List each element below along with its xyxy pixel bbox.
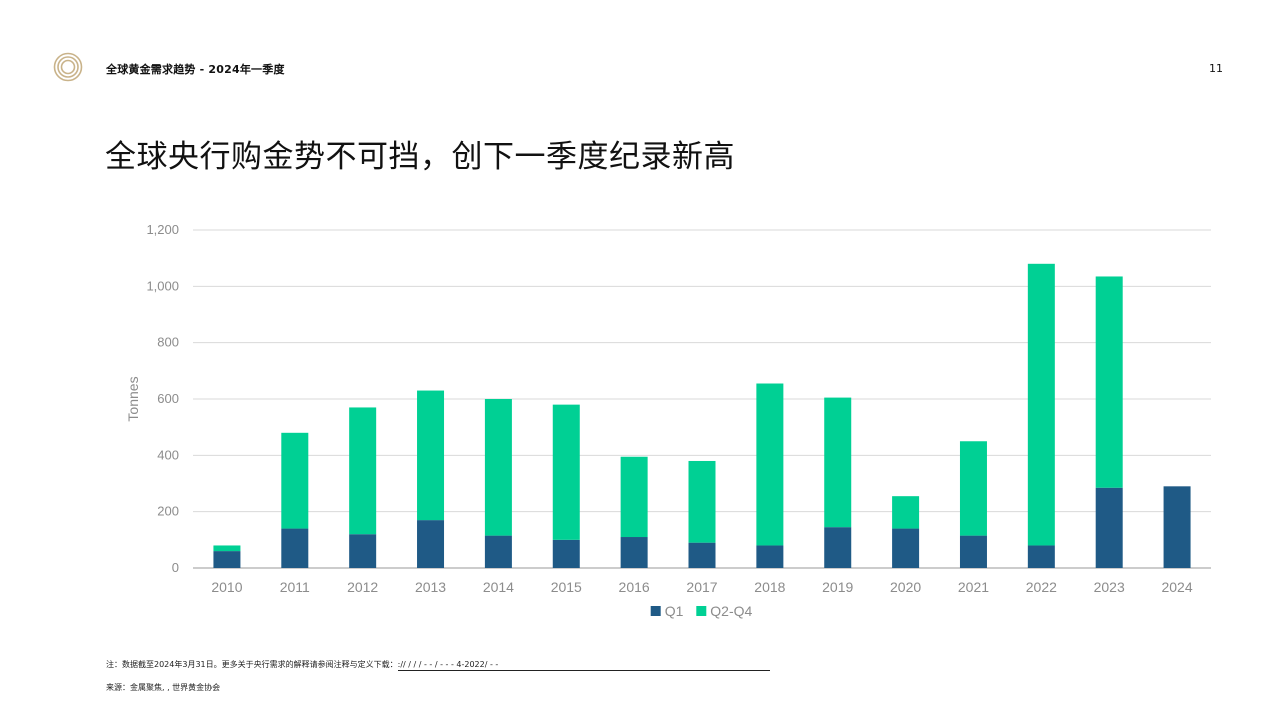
y-tick-label: 200 (157, 504, 179, 519)
bar-q1-2011 (281, 528, 309, 568)
footnote-link[interactable]: :// / / / - - / - - - 4-2022/ - - (397, 660, 770, 671)
x-tick-label: 2018 (754, 579, 785, 595)
bar-q2-q4-2021 (959, 441, 987, 536)
bar-q1-2018 (756, 545, 784, 568)
x-tick-label: 2016 (619, 579, 650, 595)
legend-swatch-q2-q4 (696, 606, 707, 616)
y-axis-label: Tonnes (125, 376, 141, 421)
bar-q2-q4-2011 (281, 432, 309, 529)
bar-q1-2022 (1027, 545, 1055, 568)
bar-q1-2019 (824, 527, 852, 568)
bar-q1-2012 (349, 534, 377, 568)
bar-q2-q4-2017 (688, 460, 716, 543)
bar-q1-2015 (552, 539, 580, 568)
y-tick-label: 1,000 (146, 278, 179, 293)
bar-q1-2024 (1163, 486, 1191, 568)
bar-q2-q4-2014 (484, 399, 512, 536)
legend-label: Q2-Q4 (710, 603, 752, 619)
y-tick-label: 1,200 (146, 222, 179, 237)
legend-label: Q1 (665, 603, 684, 619)
stacked-bar-chart: 0 200 400 600 800 1,000 1,200 Tonnes 2010 2011 201… (125, 222, 1211, 619)
y-tick-label: 800 (157, 335, 179, 350)
y-tick-label: 400 (157, 447, 179, 462)
bar-q2-q4-2013 (417, 390, 445, 521)
x-tick-label: 2023 (1094, 579, 1125, 595)
x-tick-label: 2013 (415, 579, 446, 595)
x-tick-label: 2017 (686, 579, 717, 595)
bar-q2-q4-2023 (1095, 276, 1123, 488)
footnote: 注：数据截至2024年3月31日。更多关于央行需求的解释请参阅注释与定义下载：:… (106, 659, 770, 671)
bar-q1-2016 (620, 537, 648, 568)
x-tick-label: 2022 (1026, 579, 1057, 595)
page-number: 11 (1209, 62, 1223, 75)
bar-q1-2023 (1095, 487, 1123, 568)
concentric-rings-logo-icon (53, 52, 83, 82)
bar-q2-q4-2010 (213, 545, 241, 552)
x-tick-label: 2010 (211, 579, 242, 595)
x-tick-label: 2011 (280, 579, 310, 595)
bar-q1-2014 (484, 535, 512, 568)
legend-swatch-q1 (650, 606, 661, 616)
bar-q1-2021 (959, 535, 987, 568)
bar-q2-q4-2020 (892, 496, 920, 529)
y-tick-label: 600 (157, 391, 179, 406)
x-tick-label: 2021 (958, 579, 989, 595)
page-title: 全球央行购金势不可挡，创下一季度纪录新高 (105, 139, 735, 175)
x-tick-label: 2015 (551, 579, 582, 595)
bar-q2-q4-2018 (756, 383, 784, 546)
x-tick-label: 2019 (822, 579, 853, 595)
bar-q2-q4-2019 (824, 397, 852, 528)
bar-q2-q4-2015 (552, 404, 580, 540)
bar-q2-q4-2022 (1027, 263, 1055, 546)
x-tick-label: 2014 (483, 579, 514, 595)
bar-q1-2013 (417, 520, 445, 568)
report-title: 全球黄金需求趋势 - 2024年一季度 (106, 63, 285, 76)
bar-q1-2010 (213, 551, 241, 568)
x-tick-label: 2020 (890, 579, 921, 595)
x-tick-label: 2024 (1161, 579, 1192, 595)
bar-q2-q4-2012 (349, 407, 377, 535)
footnote-text: 注：数据截至2024年3月31日。更多关于央行需求的解释请参阅注释与定义下载： (106, 660, 398, 669)
bar-q2-q4-2016 (620, 456, 648, 538)
y-tick-label: 0 (172, 560, 179, 575)
bar-q1-2020 (892, 528, 920, 568)
x-tick-label: 2012 (347, 579, 378, 595)
source-note: 来源：金属聚焦, , 世界黄金协会 (106, 683, 221, 692)
bar-q1-2017 (688, 542, 716, 568)
